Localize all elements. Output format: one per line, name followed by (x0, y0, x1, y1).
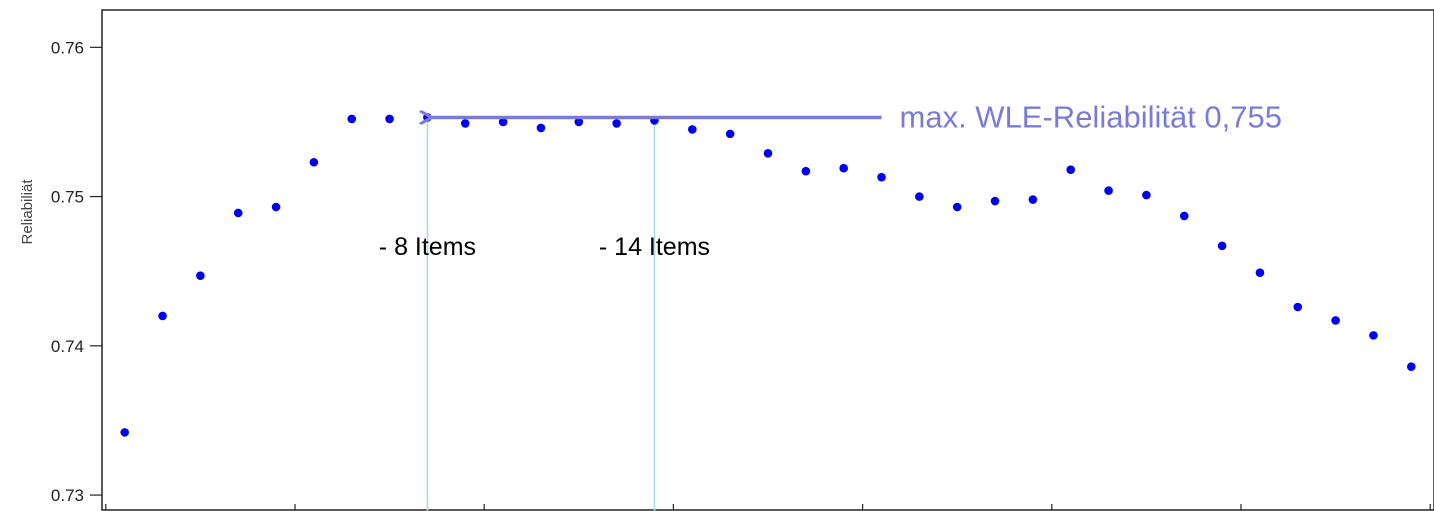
data-point (688, 125, 697, 134)
y-tick-label: 0.73 (51, 486, 84, 505)
data-point (801, 166, 811, 176)
y-tick-label: 0.76 (51, 38, 84, 57)
data-point (839, 163, 848, 173)
data-point (1066, 165, 1076, 175)
reference-line-label: - 8 Items (379, 233, 476, 261)
plot-frame (101, 9, 1434, 511)
data-point (1331, 316, 1340, 325)
data-point (423, 113, 432, 122)
data-point (309, 157, 319, 167)
data-point (1369, 331, 1378, 340)
data-point (536, 123, 546, 133)
data-point (574, 117, 584, 127)
data-point (1293, 302, 1303, 312)
data-point (915, 192, 924, 201)
data-point (233, 208, 243, 218)
data-point (120, 428, 130, 437)
y-tick-label: 0.75 (51, 188, 84, 207)
y-axis-label: Reliabiliät (19, 179, 36, 245)
data-point (385, 114, 394, 124)
data-point (612, 119, 621, 128)
data-point (196, 271, 205, 280)
data-point (763, 148, 773, 158)
data-point (1028, 195, 1038, 204)
data-point (347, 114, 357, 124)
data-point (498, 117, 508, 127)
data-point (1142, 190, 1151, 200)
max-annotation-label: max. WLE-Reliabilität 0,755 (900, 99, 1283, 134)
data-point (158, 311, 167, 321)
data-point (990, 196, 1000, 206)
data-point (877, 172, 886, 182)
data-point (1104, 186, 1113, 195)
y-tick-label: 0.74 (51, 337, 84, 356)
reference-line-label: - 14 Items (599, 233, 710, 261)
data-point (1255, 268, 1265, 277)
data-point (725, 129, 735, 139)
data-point (1406, 362, 1416, 372)
data-point (271, 202, 281, 212)
data-point (1179, 211, 1189, 221)
data-point (1217, 241, 1227, 251)
data-point (460, 119, 470, 128)
data-point (952, 202, 962, 212)
